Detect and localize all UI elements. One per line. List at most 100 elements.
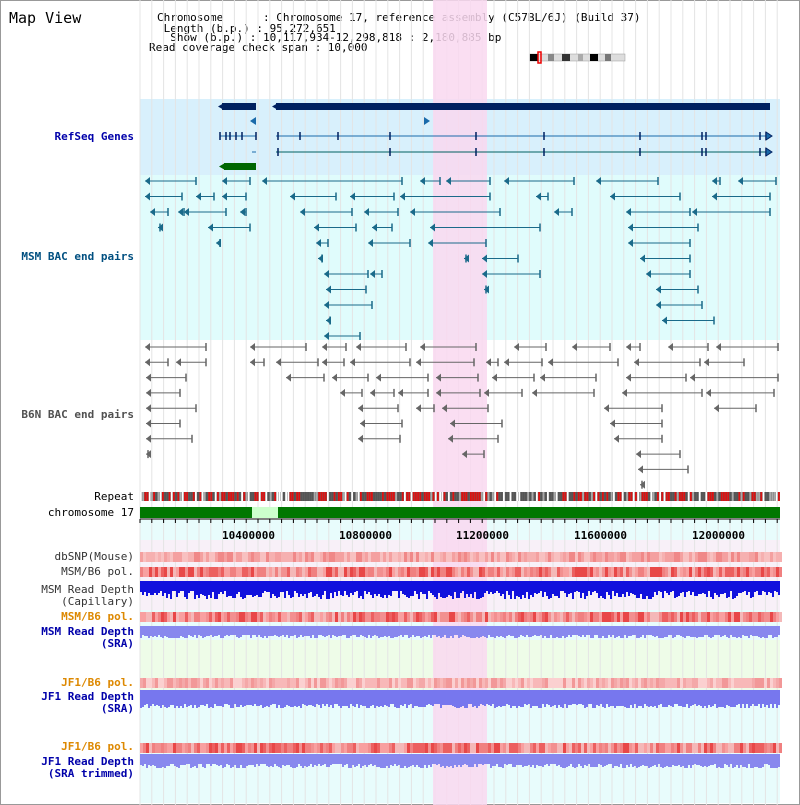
msm-bac-pair-end — [596, 177, 601, 185]
repeat-element — [657, 492, 659, 501]
msm-depth-sra-bar — [710, 626, 712, 638]
track-label-msm-bac[interactable]: MSM BAC end pairs — [21, 250, 134, 263]
dbsnp-mark — [671, 552, 674, 562]
jf1-depth-bar — [404, 690, 406, 704]
msm-depth-sra-bar — [282, 626, 284, 635]
dbsnp-mark — [731, 552, 734, 562]
msm-depth-cap-bar — [486, 581, 488, 591]
jf1-depth-trim-bar — [640, 754, 642, 766]
track-label-refseq[interactable]: RefSeq Genes — [54, 130, 134, 143]
msm-bac-pair-end — [712, 177, 717, 185]
msm-depth-sra-bar — [468, 626, 470, 637]
msm-pol-mark — [779, 612, 782, 622]
jf1-depth-bar — [590, 690, 592, 704]
jf1-depth-bar — [458, 690, 460, 708]
b6n-bac-pair-end — [492, 373, 497, 382]
msm-pol-mark — [254, 567, 257, 577]
msm-depth-sra-bar — [692, 626, 694, 637]
jf1-pol-mark — [269, 743, 272, 753]
msm-depth-cap-bar — [144, 581, 146, 592]
jf1-depth-bar — [608, 690, 610, 707]
read-depth-tracks[interactable] — [140, 581, 780, 768]
repeat-element — [470, 492, 472, 501]
msm-depth-cap-bar — [608, 581, 610, 595]
msm-depth-cap-bar — [370, 581, 372, 595]
repeat-track[interactable] — [140, 492, 780, 501]
jf1-depth-bar — [296, 690, 298, 707]
msm-pol-mark — [302, 612, 305, 622]
chromosome-bar[interactable] — [140, 507, 780, 518]
jf1-depth-trim-bar — [150, 754, 152, 766]
jf1-depth-trim-bar — [490, 754, 492, 768]
jf1-depth-trim-bar — [464, 754, 466, 764]
track-label-b6n-bac[interactable]: B6N BAC end pairs — [21, 408, 134, 421]
dbsnp-mark — [443, 552, 446, 562]
jf1-pol-mark — [287, 678, 290, 688]
msm-pol-mark — [629, 612, 632, 622]
jf1-pol-mark — [143, 743, 146, 753]
jf1-depth-trim-bar — [656, 754, 658, 767]
msm-bac-pair-end — [240, 208, 245, 216]
jf1-depth-bar — [668, 690, 670, 705]
jf1-depth-trim-bar — [592, 754, 594, 767]
jf1-depth-trim-bar — [568, 754, 570, 766]
jf1-depth-trim-bar — [514, 754, 516, 767]
msm-depth-cap-bar — [190, 581, 192, 591]
jf1-depth-bar — [586, 690, 588, 707]
repeat-element — [454, 492, 457, 501]
msm-pol-mark — [566, 612, 569, 622]
repeat-element — [450, 492, 452, 501]
msm-pol-mark — [326, 567, 329, 577]
msm-pol-mark — [332, 567, 335, 577]
msm-depth-cap-bar — [566, 581, 568, 597]
msm-pol-mark — [299, 567, 302, 577]
b6n-bac-pair-end — [532, 388, 537, 397]
msm-bac-pairs[interactable] — [145, 177, 777, 340]
dbsnp-mark — [521, 552, 524, 562]
msm-pol-mark — [701, 612, 704, 622]
msm-depth-cap-bar — [394, 581, 396, 591]
jf1-pol-mark — [155, 678, 158, 688]
jf1-depth-trim-bar — [562, 754, 564, 768]
msm-depth-sra-bar — [754, 626, 756, 636]
jf1-depth-bar — [270, 690, 272, 705]
repeat-element — [448, 492, 450, 501]
msm-pol-mark — [653, 567, 656, 577]
jf1-depth-bar — [452, 690, 454, 706]
repeat-element — [181, 492, 184, 501]
jf1-pol-mark — [377, 743, 380, 753]
chromosome-ideogram[interactable] — [529, 51, 626, 64]
jf1-pol-mark — [692, 743, 695, 753]
dbsnp-mark — [587, 552, 590, 562]
msm-depth-cap-bar — [206, 581, 208, 599]
msm-depth-sra-bar — [252, 626, 254, 635]
jf1-pol-mark — [179, 743, 182, 753]
jf1-pol-mark — [389, 743, 392, 753]
msm-depth-cap-bar — [270, 581, 272, 598]
jf1-pol-mark — [758, 743, 761, 753]
msm-depth-cap-bar — [586, 581, 588, 596]
jf1-depth-trim-bar — [584, 754, 586, 765]
repeat-element — [551, 492, 554, 501]
b6n-bac-pairs[interactable] — [145, 343, 779, 489]
msm-depth-cap-bar — [632, 581, 634, 594]
jf1-depth-bar — [324, 690, 326, 706]
msm-bac-pair-end — [662, 316, 667, 325]
msm-depth-cap-bar — [408, 581, 410, 598]
jf1-pol-mark — [146, 678, 149, 688]
polymorphism-strips[interactable] — [140, 552, 782, 753]
jf1-depth-trim-bar — [206, 754, 208, 764]
jf1-depth-bar — [550, 690, 552, 707]
msm-depth-sra-bar — [762, 626, 764, 637]
msm-depth-sra-bar — [244, 626, 246, 635]
msm-depth-cap-bar — [198, 581, 200, 598]
repeat-element — [254, 492, 257, 501]
jf1-depth-bar — [594, 690, 596, 708]
msm-pol-mark — [419, 612, 422, 622]
refseq-genes[interactable] — [218, 103, 773, 170]
msm-pol-mark — [428, 612, 431, 622]
b6n-bac-pair-end — [504, 358, 509, 367]
msm-pol-mark — [320, 612, 323, 622]
msm-depth-sra-bar — [222, 626, 224, 638]
